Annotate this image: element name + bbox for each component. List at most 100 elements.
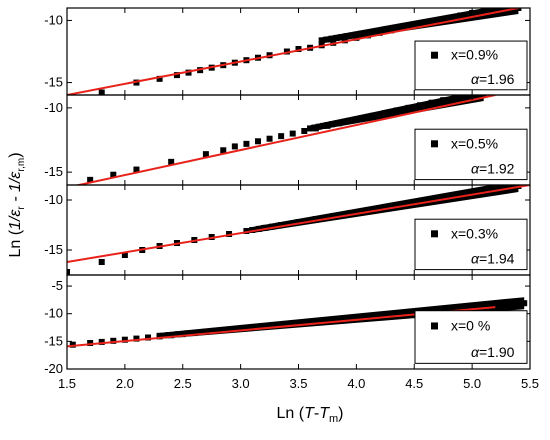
data-point [393,311,400,318]
data-point [428,197,435,204]
data-point [428,102,435,109]
data-point [372,112,379,119]
legend-alpha: α=1.90 [471,344,515,360]
data-point [265,323,272,330]
data-point [392,25,399,32]
data-point [432,101,439,108]
data-point [384,312,391,319]
data-point [402,23,409,30]
data-point [174,331,181,338]
x-axis-title: Ln (T-Tm) [277,405,344,425]
x-tick-label: 3.0 [232,376,250,391]
data-point [437,100,444,107]
data-point [454,97,461,104]
alpha-value: =1.94 [479,251,515,267]
legend-box [414,128,528,181]
data-point [337,119,344,126]
data-point [329,213,336,220]
y-tick-label: -10 [44,100,63,115]
data-point [329,317,336,324]
data-point [110,171,117,178]
data-point [424,102,431,109]
data-point [320,122,327,129]
data-point [293,320,300,327]
x-tick-label: 4.0 [347,376,365,391]
data-point [98,89,105,95]
alpha-value: =1.90 [479,344,515,360]
data-point [502,301,509,308]
data-point [69,341,76,348]
legend-series-label: x=0.5% [451,135,498,151]
data-point [156,332,163,339]
data-point [385,110,392,117]
data-point [193,329,200,336]
data-point [341,118,348,125]
data-point [407,22,414,29]
data-point [338,34,345,41]
data-point [362,208,369,215]
legend: x=0.9% α=1.96 [414,40,528,91]
data-point [446,16,453,23]
data-point [402,107,409,114]
panel-2: -10 -15 x=0.5% α=1.92 [44,94,531,186]
fit-line [74,95,496,185]
data-point [389,109,396,116]
data-point [412,21,419,28]
fit-line [67,185,530,263]
data-point [278,133,285,140]
data-point [406,106,413,113]
data-point [226,231,233,237]
legend-marker [431,230,438,238]
legend-series-label: x=0.9% [451,47,498,63]
data-point [133,166,140,173]
data-point [98,259,105,265]
data-point [375,206,382,213]
data-point [295,46,302,53]
data-point [269,223,276,230]
x-tick-label: 5.0 [463,376,481,391]
data-point [338,316,345,323]
data-point [247,324,254,331]
data-point [512,301,519,308]
data-point [289,220,296,227]
data-point [451,15,458,22]
alpha-value: =1.92 [479,161,515,177]
data-point [311,124,318,131]
data-point [472,95,479,100]
data-point [421,20,428,27]
x-tick-label: 2.0 [116,376,134,391]
data-point [359,115,366,122]
fit-line [67,8,519,95]
y-tick-label: -15 [44,75,63,90]
plot-area [67,8,522,95]
data-point [515,8,522,11]
data-point [87,176,94,183]
data-point [275,222,282,229]
data-point [301,128,308,134]
legend-box [414,310,528,364]
data-point [275,322,282,329]
data-point [402,201,409,208]
data-point [521,300,528,307]
data-point [110,337,117,344]
data-point [366,314,373,321]
data-point [353,31,360,38]
data-point [397,24,404,31]
alpha-value: =1.96 [479,71,515,87]
y-tick-label: -5 [51,278,63,293]
data-point [202,328,209,335]
data-point [382,205,389,211]
legend-box [414,218,528,271]
legend: x=0.3% α=1.94 [414,218,528,271]
data-point [415,199,422,206]
data-point [448,306,455,313]
data-point [315,216,322,222]
y-tick-label: -15 [44,242,63,257]
plot-area [74,95,496,185]
data-point [466,13,473,20]
data-point [168,158,175,165]
alpha-symbol: α [471,344,480,360]
data-point [238,325,245,332]
data-point [342,211,349,218]
